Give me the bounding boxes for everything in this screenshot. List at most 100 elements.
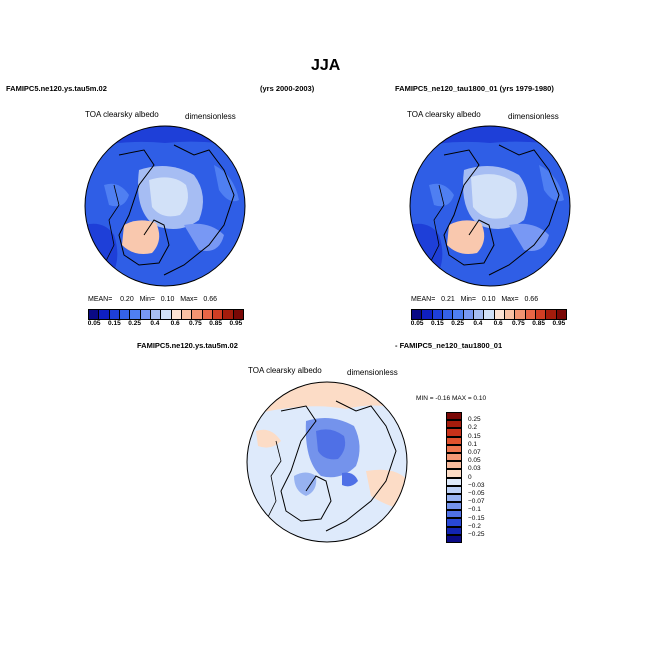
panel2-units-label: dimensionless (508, 112, 559, 121)
colorbar-tick-label: 0.85 (209, 320, 222, 327)
diff-stats: MIN = -0.16 MAX = 0.10 (416, 395, 487, 402)
colorbar-swatch (191, 310, 202, 319)
colorbar-swatch (421, 310, 432, 319)
colorbar-swatch (446, 412, 462, 421)
colorbar-swatch (108, 310, 119, 319)
colorbar-tick-label: 0.05 (468, 457, 481, 465)
panel1-colorbar (88, 309, 244, 320)
colorbar-tick-label: −0.07 (468, 498, 485, 506)
panel2-stats: MEAN= 0.21 Min= 0.10 Max= 0.66 (411, 296, 538, 303)
colorbar-swatch (472, 310, 484, 319)
colorbar-tick-label: −0.25 (468, 531, 485, 538)
diff-polar-map (246, 381, 408, 543)
max-value: 0.66 (203, 296, 218, 303)
colorbar-tick-label: 0.6 (170, 320, 180, 327)
colorbar-swatch (534, 310, 546, 319)
max-label: Max= (180, 296, 198, 303)
colorbar-tick-label: 0 (468, 473, 472, 481)
diff-variable-label: TOA clearsky albedo (248, 366, 322, 375)
colorbar-swatch (129, 310, 140, 319)
colorbar-tick-label: −0.15 (468, 514, 485, 522)
min-value: 0.10 (481, 296, 496, 303)
diff-case-b-label: - FAMIPC5_ne120_tau1800_01 (395, 341, 503, 350)
colorbar-tick-label: 0.05 (410, 320, 424, 327)
colorbar-swatch (446, 436, 462, 445)
colorbar-swatch (446, 534, 462, 543)
max-label: Max= (501, 296, 519, 303)
diff-colorbar (446, 412, 462, 543)
colorbar-swatch (446, 452, 462, 462)
colorbar-swatch (98, 310, 109, 319)
colorbar-tick-label: 0.75 (512, 320, 525, 327)
colorbar-tick-label: −0.05 (468, 490, 485, 497)
mean-label: MEAN= (88, 296, 113, 303)
colorbar-tick-label: −0.1 (468, 506, 481, 514)
panel1-case-label: FAMIPC5.ne120.ys.tau5m.02 (6, 84, 107, 93)
colorbar-swatch (441, 310, 453, 319)
panel1-polar-map (84, 125, 246, 287)
colorbar-tick-label: 0.75 (189, 320, 202, 327)
colorbar-swatch (446, 493, 462, 503)
colorbar-swatch (149, 310, 161, 319)
min-label: Min= (460, 296, 476, 303)
colorbar-swatch (483, 310, 494, 319)
colorbar-tick-label: −0.2 (468, 522, 481, 530)
colorbar-swatch (89, 310, 99, 319)
colorbar-tick-label: 0.4 (150, 320, 160, 327)
colorbar-swatch (170, 310, 181, 319)
diff-case-a-label: FAMIPC5.ne120.ys.tau5m.02 (137, 341, 238, 350)
colorbar-swatch (503, 310, 515, 319)
colorbar-swatch (446, 518, 462, 527)
colorbar-swatch (555, 310, 566, 319)
colorbar-swatch (160, 310, 171, 319)
panel1-stats: MEAN= 0.20 Min= 0.10 Max= 0.66 (88, 296, 217, 303)
panel2-colorbar-labels: 0.05 0.15 0.25 0.4 0.6 0.75 0.85 0.95 (407, 320, 569, 327)
panel1-units-label: dimensionless (185, 112, 236, 121)
colorbar-swatch (118, 310, 130, 319)
colorbar-swatch (446, 461, 462, 470)
colorbar-tick-label: 0.6 (493, 320, 503, 327)
colorbar-swatch (211, 310, 223, 319)
colorbar-swatch (201, 310, 212, 319)
colorbar-tick-label: 0.25 (468, 416, 481, 424)
diff-units-label: dimensionless (347, 368, 398, 377)
colorbar-swatch (514, 310, 525, 319)
colorbar-swatch (431, 310, 442, 319)
colorbar-tick-label: 0.95 (229, 320, 243, 327)
colorbar-swatch (446, 485, 462, 494)
mean-value: 0.21 (441, 296, 455, 303)
colorbar-swatch (493, 310, 504, 319)
colorbar-swatch (446, 420, 462, 429)
min-label: Min= (139, 296, 155, 303)
colorbar-swatch (462, 310, 473, 319)
panel1-variable-label: TOA clearsky albedo (85, 110, 159, 119)
panel1-years-label: (yrs 2000-2003) (260, 84, 315, 93)
colorbar-tick-label: 0.4 (473, 320, 483, 327)
colorbar-tick-label: 0.95 (552, 320, 566, 327)
mean-label: MEAN= (411, 296, 436, 303)
min-value: 0.10 (160, 296, 175, 303)
colorbar-swatch (446, 502, 462, 511)
colorbar-tick-label: −0.03 (468, 481, 485, 489)
colorbar-tick-label: 0.2 (468, 424, 478, 432)
colorbar-swatch (446, 510, 462, 519)
mean-value: 0.20 (120, 296, 134, 303)
colorbar-tick-label: 0.07 (468, 449, 481, 456)
colorbar-swatch (545, 310, 556, 319)
panel2-variable-label: TOA clearsky albedo (407, 110, 481, 119)
colorbar-swatch (180, 310, 192, 319)
panel2-colorbar (411, 309, 567, 320)
colorbar-swatch (446, 428, 462, 437)
colorbar-swatch (412, 310, 422, 319)
colorbar-tick-label: 0.25 (128, 320, 141, 327)
colorbar-tick-label: 0.1 (468, 440, 478, 448)
colorbar-swatch (139, 310, 150, 319)
panel1-colorbar-labels: 0.05 0.15 0.25 0.4 0.6 0.75 0.85 0.95 (84, 320, 246, 327)
colorbar-tick-label: 0.25 (451, 320, 464, 327)
page-title: JJA (311, 57, 341, 74)
colorbar-swatch (446, 469, 462, 478)
colorbar-tick-label: 0.03 (468, 465, 481, 473)
colorbar-tick-label: 0.15 (431, 320, 444, 327)
colorbar-tick-label: 0.15 (108, 320, 121, 327)
colorbar-swatch (446, 526, 462, 535)
